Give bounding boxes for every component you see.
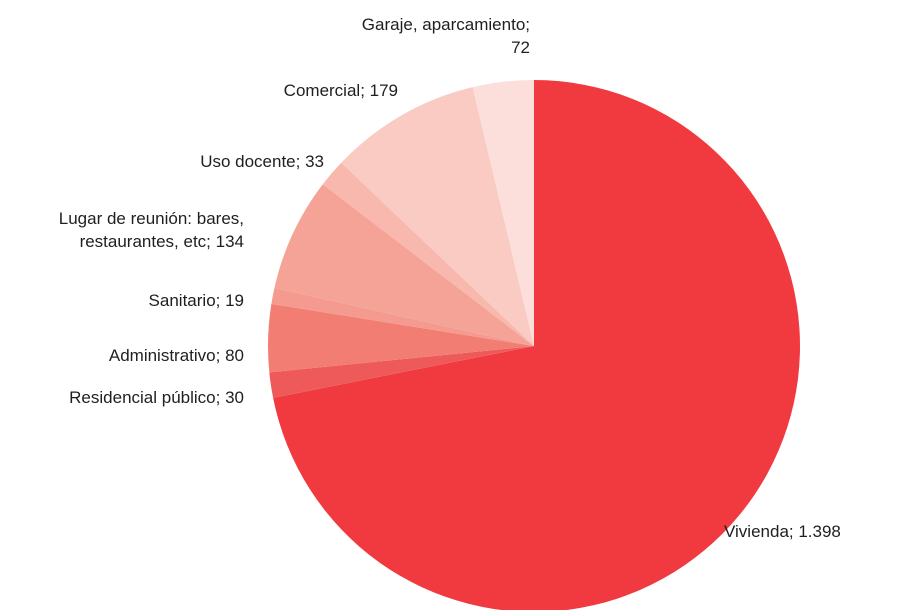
pie-slices [267, 79, 801, 610]
pie-slice-2 [267, 303, 534, 373]
slice-label-residencial-publico: Residencial público; 30 [69, 388, 244, 407]
slice-label-garaje: Garaje, aparcamiento; 72 [361, 15, 530, 57]
slice-label-comercial: Comercial; 179 [283, 81, 398, 100]
pie-slice-1 [269, 346, 534, 398]
pie-slice-0 [273, 80, 801, 610]
slice-label-uso-docente: Uso docente; 33 [200, 152, 324, 171]
pie-slice-6 [341, 87, 534, 346]
pie-slice-7 [472, 79, 534, 346]
slice-label-sanitario: Sanitario; 19 [148, 291, 244, 310]
slice-label-lugar-de-reunion: Lugar de reunión: bares, restaurantes, e… [58, 209, 244, 251]
pie-slice-5 [322, 162, 534, 346]
pie-slice-4 [274, 184, 534, 346]
pie-slice-3 [271, 287, 534, 346]
slice-label-vivienda: Vivienda; 1.398 [724, 522, 841, 541]
slice-label-administrativo: Administrativo; 80 [108, 346, 244, 365]
